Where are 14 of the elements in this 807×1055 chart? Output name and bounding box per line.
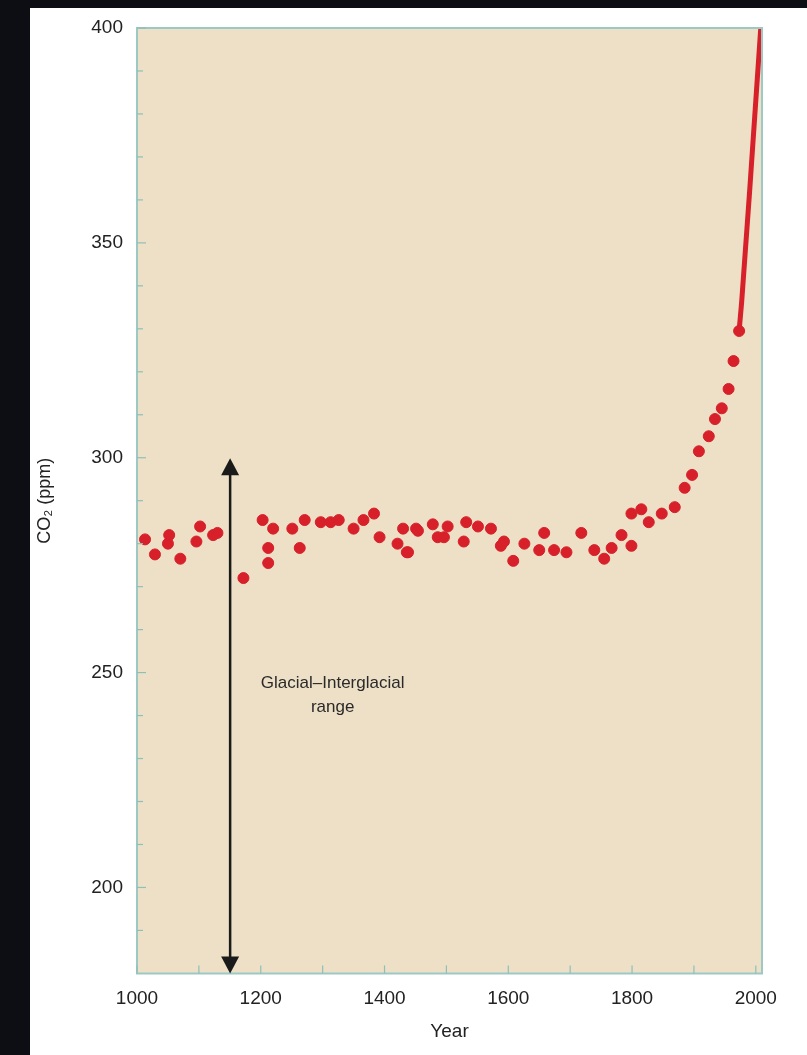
x-tick-label: 1800: [610, 987, 654, 1009]
y-tick-label: 400: [91, 16, 123, 38]
y-axis-title: CO₂ (ppm): [33, 457, 54, 544]
x-tick-label: 1200: [239, 987, 282, 1009]
y-tick-label: 350: [91, 231, 123, 253]
x-axis-title: Year: [430, 1019, 470, 1041]
x-tick-label: 1400: [363, 987, 406, 1009]
y-tick-label: 300: [91, 445, 123, 467]
annotation: Glacial–Interglacial range: [260, 673, 405, 717]
y-tick-label: 200: [91, 875, 123, 897]
x-tick-label: 1600: [487, 987, 530, 1009]
x-tick-label: 2000: [734, 987, 777, 1009]
x-tick-label: 1000: [115, 987, 159, 1009]
y-tick-label: 250: [91, 660, 123, 682]
